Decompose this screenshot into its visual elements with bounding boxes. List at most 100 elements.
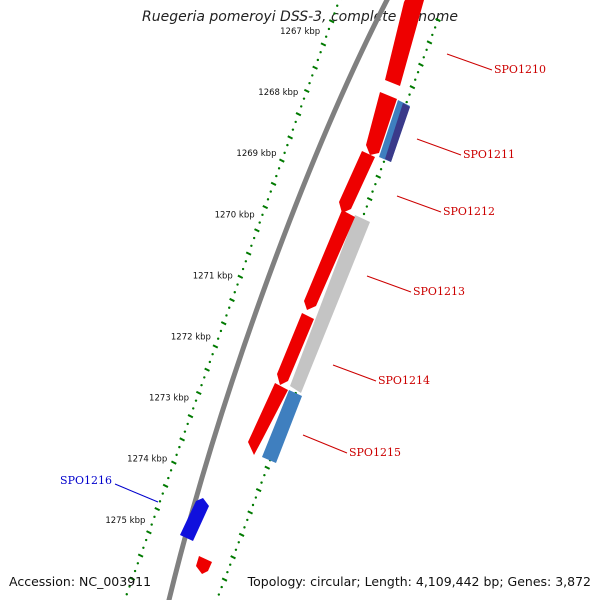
inner-track-dot <box>408 93 411 96</box>
gene-shape-SPO1211 <box>366 92 397 155</box>
outer-track-dot <box>142 546 145 549</box>
outer-track-dot <box>133 569 137 573</box>
callout-line-SPO1211 <box>416 138 462 156</box>
outer-track-dot <box>316 58 320 62</box>
inner-track-dot <box>433 26 437 29</box>
outer-track-dot <box>302 97 306 100</box>
tick-label-1270: 1270 kbp <box>215 210 255 220</box>
outer-track-dot <box>128 585 131 588</box>
outer-track-tick-mark <box>303 88 310 94</box>
inner-track-dot <box>416 71 420 74</box>
gene-shape-SPO1215 <box>248 383 288 455</box>
gene-shape-SPO1210 <box>385 0 424 86</box>
callout-line-SPO1213 <box>366 275 412 293</box>
inner-track-tick-mark <box>264 465 271 470</box>
inner-track-dot <box>234 548 238 551</box>
outer-track-dot <box>319 51 322 54</box>
tick-label-1275: 1275 kbp <box>105 516 145 526</box>
callout-line-SPO1214 <box>332 364 377 382</box>
outer-track-tick-mark <box>137 553 144 558</box>
inner-track-dot <box>246 518 249 522</box>
outer-track-tick-mark <box>170 460 177 465</box>
inner-track-dot <box>254 496 258 499</box>
forward-gene-track <box>196 0 424 574</box>
outer-track-tick-mark <box>262 204 269 210</box>
outer-track-dot <box>277 167 281 170</box>
outer-track-dot <box>219 329 223 333</box>
inner-track-tick-mark <box>221 577 228 582</box>
outer-track-tick-mark <box>204 367 210 372</box>
outer-track-dot <box>136 562 140 565</box>
gene-label-SPO1216[interactable]: SPO1216 <box>60 474 112 487</box>
rna-feature-gray <box>290 215 370 393</box>
outer-track-tick-mark <box>278 158 285 163</box>
outer-track-dot <box>252 236 256 240</box>
outer-track-tick-mark <box>220 321 227 326</box>
inner-track-tick-mark <box>426 40 433 45</box>
callout-line-SPO1210 <box>446 53 493 71</box>
outer-track-dot <box>233 291 236 294</box>
outer-dot-track <box>121 0 342 600</box>
rna-feature-purple <box>385 103 410 162</box>
callout-line-SPO1215 <box>302 434 348 454</box>
outer-track-dot <box>161 492 164 495</box>
outer-track-tick-mark <box>254 228 260 233</box>
inner-track-dot <box>425 48 428 52</box>
gene-label-SPO1211[interactable]: SPO1211 <box>463 148 515 161</box>
gene-label-SPO1214[interactable]: SPO1214 <box>378 374 430 387</box>
gene-shape-SPO1214 <box>277 313 314 385</box>
outer-track-dot <box>286 143 289 147</box>
outer-track-dot <box>186 422 189 426</box>
inner-track-dot <box>260 481 263 484</box>
tick-label-1271: 1271 kbp <box>193 271 233 281</box>
inner-track-tick-mark <box>418 62 424 67</box>
tick-label-1272: 1272 kbp <box>171 333 211 343</box>
gene-label-SPO1213[interactable]: SPO1213 <box>413 285 465 298</box>
gene-callouts: SPO1210 SPO1211 SPO1212 SPO1213 SPO1214 SPO12… <box>60 53 546 503</box>
outer-track-dot <box>225 314 228 317</box>
outer-track-dot <box>244 260 248 263</box>
outer-track-tick-mark <box>320 42 327 47</box>
outer-track-dot <box>183 430 187 433</box>
tick-label-1273: 1273 kbp <box>149 394 189 404</box>
inner-track-dot <box>217 593 221 596</box>
outer-track-dot <box>291 128 295 131</box>
outer-track-dot <box>336 4 339 7</box>
callout-line-SPO1216 <box>114 483 159 503</box>
outer-track-dot <box>192 407 195 410</box>
tick-labels: 1267 kbp 1268 kbp 1269 kbp 1270 kbp 1271 kbp… <box>105 27 320 526</box>
inner-track-tick-mark <box>409 85 416 90</box>
outer-track-dot <box>236 283 239 286</box>
gene-label-SPO1215[interactable]: SPO1215 <box>349 446 401 459</box>
inner-track-dot <box>422 56 425 59</box>
inner-track-dot <box>374 182 377 186</box>
outer-track-dot <box>203 376 206 379</box>
outer-track-dot <box>300 105 303 108</box>
inner-track-dot <box>243 526 246 529</box>
outer-track-tick-mark <box>154 506 161 512</box>
inner-track-dot <box>371 190 374 193</box>
gene-shape-SPO1216 <box>180 498 209 541</box>
outer-track-tick-mark <box>229 297 235 303</box>
outer-track-dot <box>308 81 311 85</box>
gene-label-SPO1210[interactable]: SPO1210 <box>494 63 546 76</box>
outer-track-dot <box>258 221 261 224</box>
gene-label-SPO1212[interactable]: SPO1212 <box>443 205 495 218</box>
outer-track-tick-mark <box>287 135 294 140</box>
tick-label-1268: 1268 kbp <box>258 88 298 98</box>
outer-track-dot <box>327 27 331 31</box>
outer-track-tick-mark <box>328 19 335 24</box>
reverse-gene-track <box>180 498 209 541</box>
inner-track-dot <box>431 33 434 37</box>
outer-track-dot <box>167 476 170 480</box>
inner-track-dot <box>251 503 255 507</box>
outer-track-dot <box>150 523 153 526</box>
outer-track-dot <box>208 360 212 364</box>
inner-track-dot <box>263 473 266 477</box>
inner-track-dot <box>362 212 366 216</box>
outer-track-dot <box>311 74 314 77</box>
inner-track-dot <box>226 570 229 574</box>
outer-track-tick-mark <box>146 530 152 535</box>
inner-track-tick-mark <box>230 555 236 560</box>
